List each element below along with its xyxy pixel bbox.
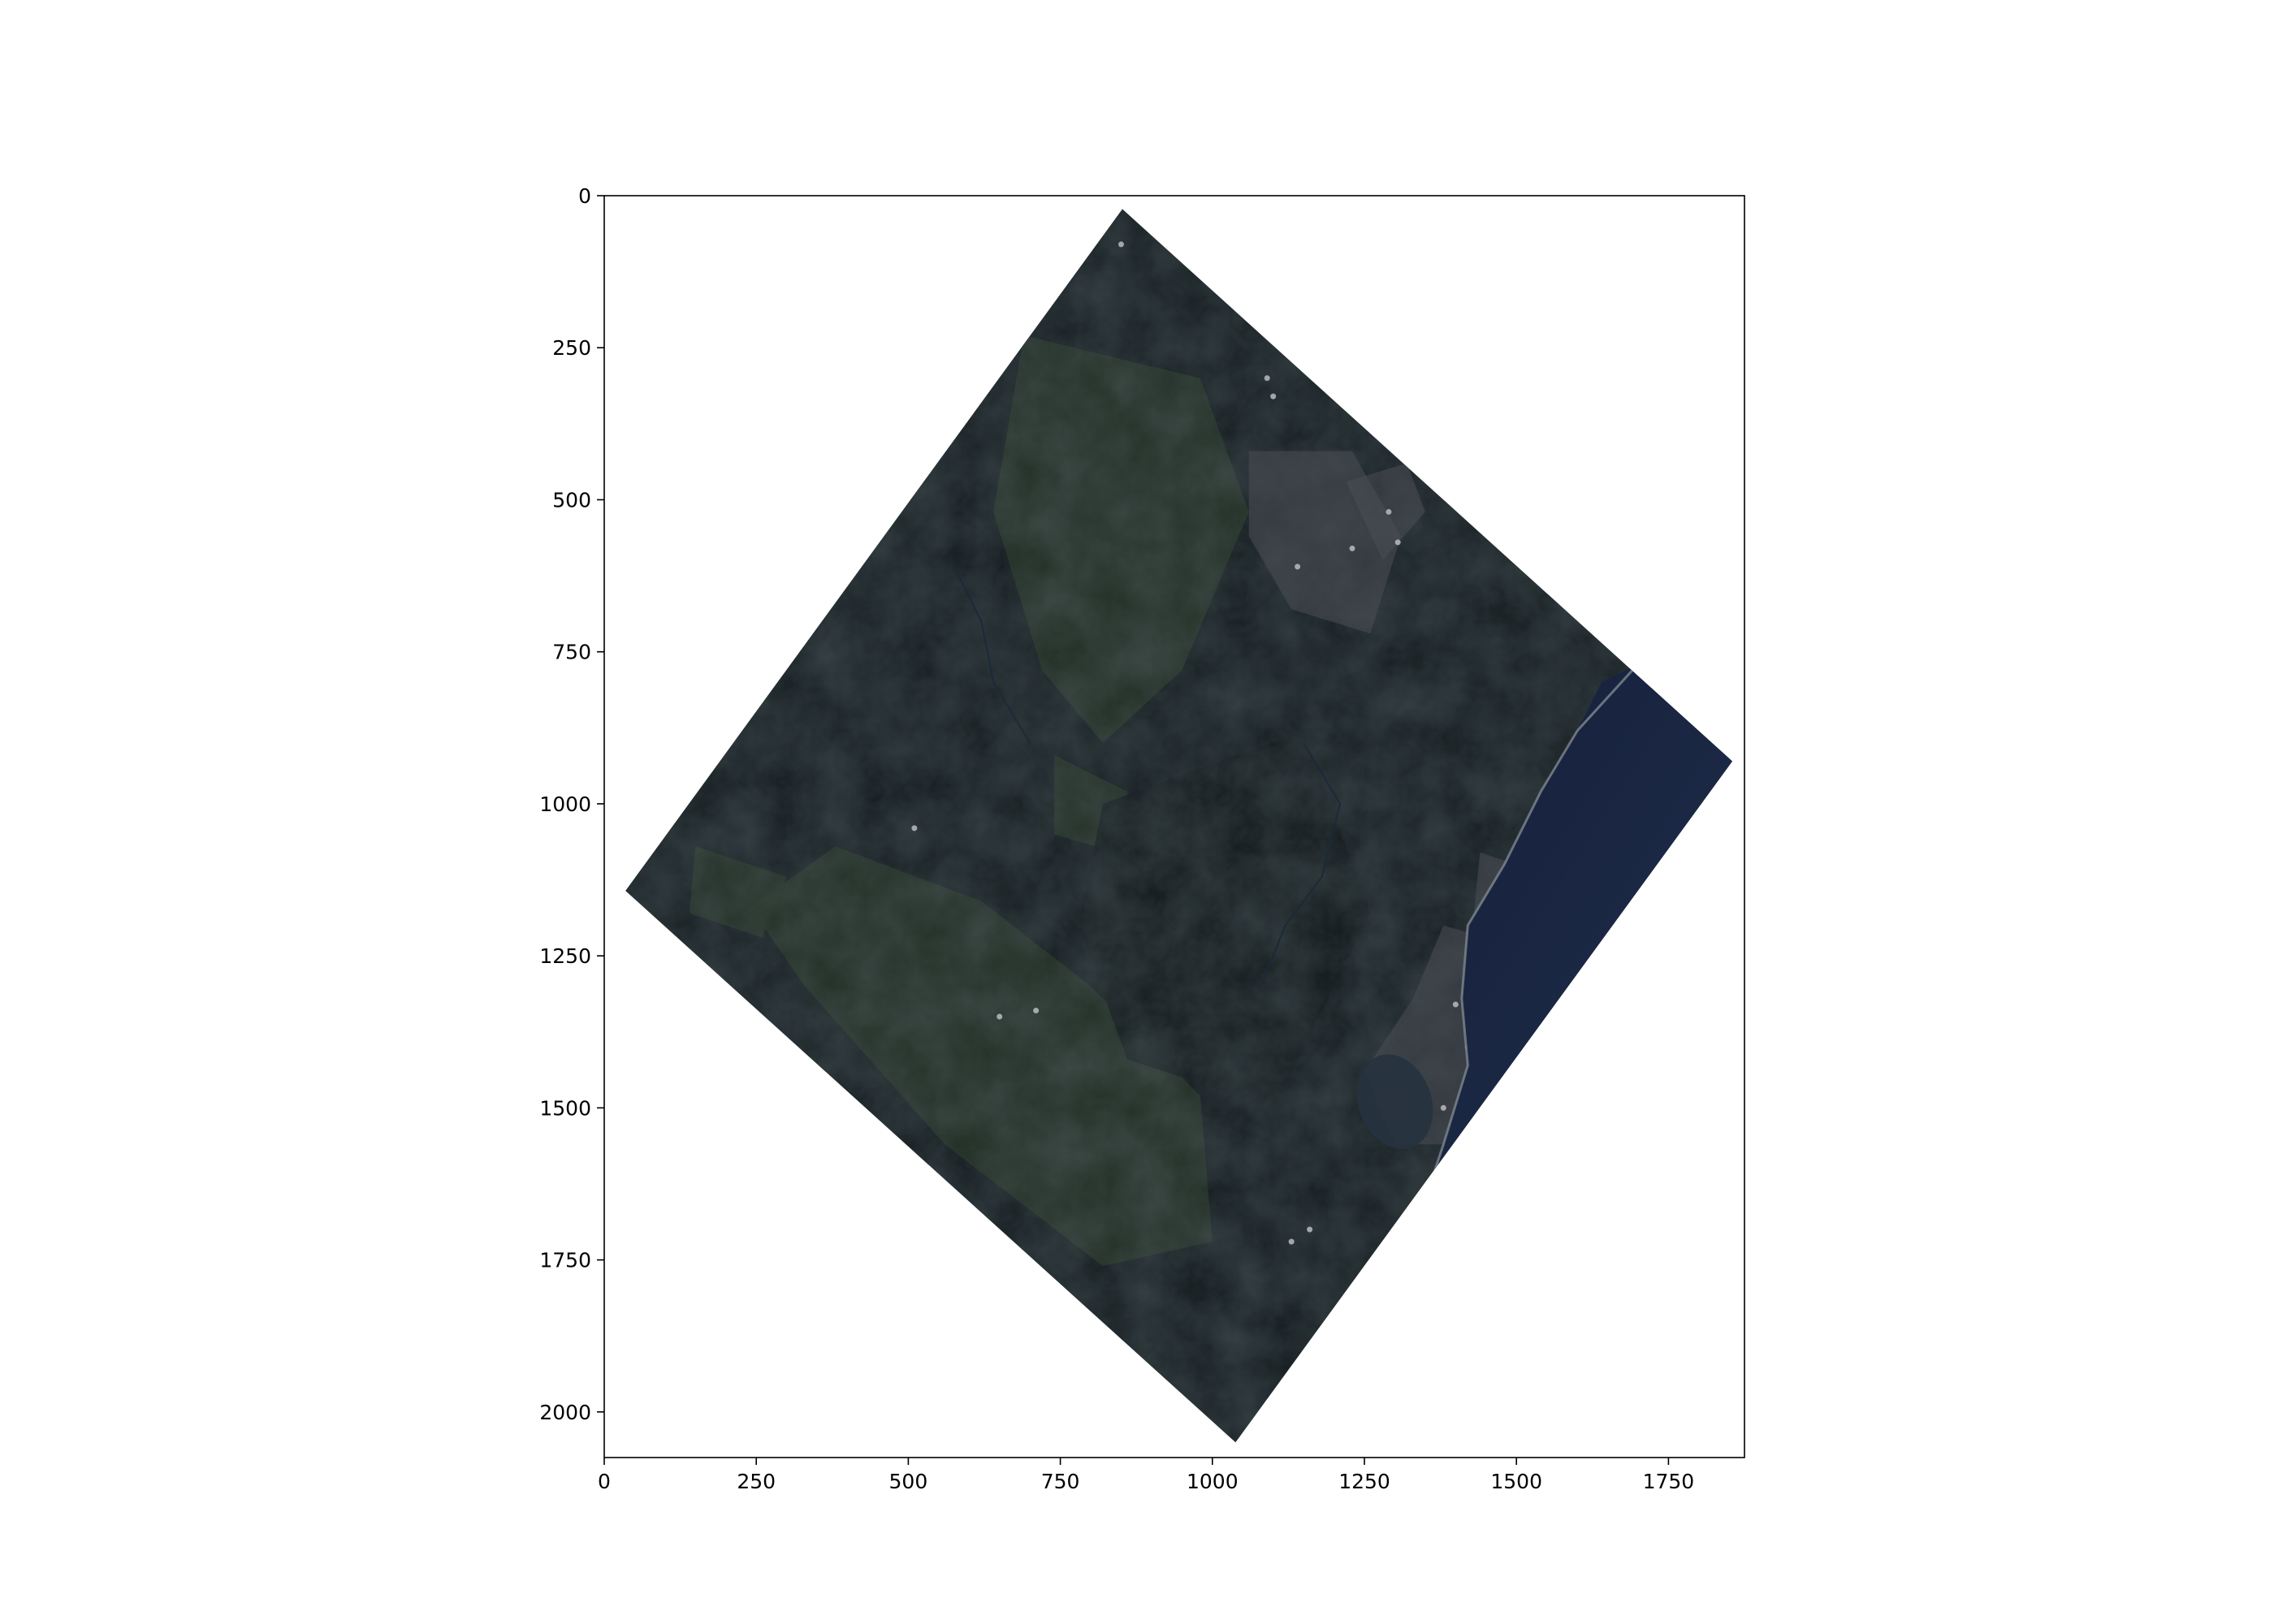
river	[1260, 742, 1342, 987]
x-tick-label: 1500	[1490, 1470, 1542, 1493]
bright-speck	[1386, 508, 1392, 515]
y-tick-label: 1500	[539, 1096, 591, 1120]
bright-speck	[1288, 1238, 1295, 1245]
x-tick-label: 1000	[1187, 1470, 1239, 1493]
bright-speck	[996, 1013, 1003, 1020]
bright-speck	[1033, 1008, 1040, 1014]
y-tick-label: 0	[578, 184, 591, 208]
y-tick-label: 2000	[539, 1401, 591, 1424]
x-tick-label: 250	[737, 1470, 776, 1493]
bright-speck	[1394, 539, 1401, 546]
coastline	[1429, 663, 1640, 1181]
satellite-image	[625, 209, 1733, 1443]
x-tick-label: 750	[1041, 1470, 1080, 1493]
urban-area	[1346, 463, 1425, 561]
bright-speck	[1422, 442, 1429, 448]
y-tick-label: 250	[552, 336, 591, 360]
bright-speck	[1270, 393, 1277, 400]
x-tick-label: 500	[889, 1470, 928, 1493]
bright-speck	[1349, 545, 1355, 551]
y-tick-label: 1250	[539, 944, 591, 968]
axes-frame	[603, 195, 1745, 1458]
y-axis: 0 250 500 750 1000 1250 1500 1750 2000	[539, 184, 604, 1424]
bright-speck	[1307, 1226, 1313, 1233]
bright-speck	[1452, 1001, 1459, 1008]
y-tick-label: 1000	[539, 793, 591, 816]
bright-speck	[1440, 1104, 1446, 1111]
bright-speck	[1264, 375, 1270, 382]
ocean	[1431, 663, 1733, 1181]
bright-speck	[1118, 241, 1124, 248]
x-tick-label: 1250	[1338, 1470, 1390, 1493]
bright-speck	[911, 825, 918, 831]
lake	[1356, 1054, 1433, 1150]
x-tick-label: 0	[598, 1470, 611, 1493]
bright-speck	[1295, 564, 1301, 570]
y-tick-label: 500	[552, 488, 591, 512]
river	[949, 559, 1031, 744]
x-tick-label: 1750	[1643, 1470, 1695, 1493]
x-axis: 0 250 500 750 1000 1250 1500 1750	[598, 1458, 1694, 1493]
y-tick-label: 750	[552, 641, 591, 664]
y-tick-label: 1750	[539, 1249, 591, 1272]
